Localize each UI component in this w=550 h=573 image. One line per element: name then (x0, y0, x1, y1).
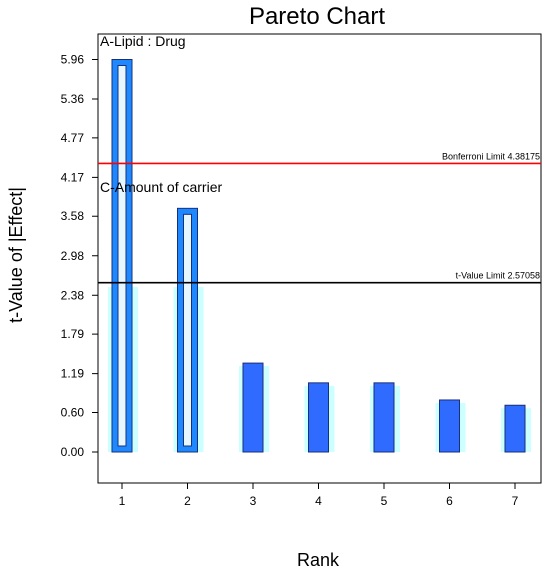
x-axis-title: Rank (297, 550, 340, 570)
annotation-2: C-Amount of carrier (100, 179, 222, 195)
chart-title: Pareto Chart (249, 3, 385, 30)
x-tick-label: 2 (184, 494, 191, 508)
x-axis: 1 2 3 4 5 6 7 (119, 483, 519, 508)
bar-fill (439, 399, 460, 453)
x-tick-label: 6 (446, 494, 453, 508)
limit-label-0: Bonferroni Limit 4.38175 (442, 151, 540, 161)
y-tick-label: 0.60 (61, 405, 85, 419)
bar-5 (370, 382, 400, 453)
bars-layer (108, 59, 531, 453)
y-axis: 0.00 0.60 1.19 1.79 2.38 2.98 3.58 4.17 4.77 5.36… (61, 53, 98, 459)
plot-frame (97, 33, 542, 484)
annotation-1: A-Lipid : Drug (100, 33, 186, 49)
bar-fill (242, 362, 264, 453)
bar-hollow (183, 213, 192, 447)
bar-2 (173, 207, 204, 453)
y-tick-label: 3.58 (61, 209, 85, 223)
limits-layer: Bonferroni Limit 4.38175 t-Value Limit 2.… (98, 151, 541, 284)
y-tick-label: 4.17 (61, 170, 85, 184)
y-tick-label: 4.77 (61, 131, 85, 145)
annotations-layer: A-Lipid : Drug C-Amount of carrier (100, 33, 222, 195)
y-tick-label: 1.19 (61, 367, 85, 381)
x-tick-label: 7 (512, 494, 519, 508)
x-tick-label: 3 (250, 494, 257, 508)
limit-label-1: t-Value Limit 2.57058 (456, 271, 540, 281)
y-tick-label: 0.00 (61, 445, 85, 459)
bar-hollow (117, 65, 127, 447)
bar-fill (308, 382, 329, 453)
bar-7 (501, 404, 531, 453)
bar-fill (504, 404, 526, 453)
y-tick-label: 5.36 (61, 92, 85, 106)
y-tick-label: 2.38 (61, 288, 85, 302)
y-axis-title: t-Value of |Effect| (6, 187, 26, 323)
x-tick-label: 4 (315, 494, 322, 508)
y-tick-label: 1.79 (61, 327, 85, 341)
bar-1 (108, 59, 138, 453)
y-tick-label: 2.98 (61, 249, 85, 263)
x-tick-label: 5 (381, 494, 388, 508)
bar-4 (304, 382, 335, 453)
bar-3 (239, 362, 269, 453)
y-tick-label: 5.96 (61, 53, 85, 67)
bar-6 (435, 399, 466, 453)
x-tick-label: 1 (119, 494, 126, 508)
bar-fill (373, 382, 395, 453)
